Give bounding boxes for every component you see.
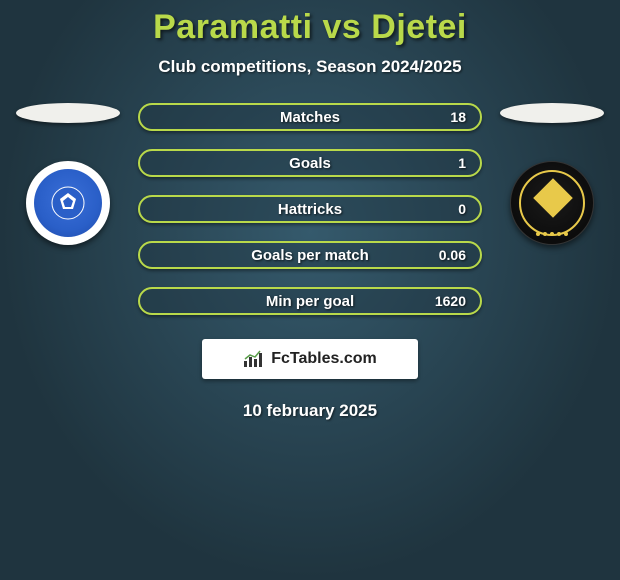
stat-label: Goals per match: [251, 247, 369, 264]
right-ellipse-placeholder: [500, 103, 604, 123]
stat-label: Min per goal: [266, 293, 354, 310]
stat-value: 0.06: [439, 247, 466, 263]
logo-text: FcTables.com: [271, 350, 377, 368]
right-column: [492, 103, 612, 245]
stat-row-min-per-goal: Min per goal 1620: [138, 287, 482, 315]
subtitle: Club competitions, Season 2024/2025: [0, 57, 620, 77]
stat-value: 1: [458, 155, 466, 171]
soccer-ball-icon: [50, 185, 86, 221]
left-column: [8, 103, 128, 245]
stat-label: Matches: [280, 109, 340, 126]
page-title: Paramatti vs Djetei: [0, 8, 620, 47]
team-badge-left: [26, 161, 110, 245]
bar-chart-icon: [243, 350, 265, 368]
date-text: 10 february 2025: [0, 401, 620, 421]
stat-row-hattricks: Hattricks 0: [138, 195, 482, 223]
content-wrapper: Paramatti vs Djetei Club competitions, S…: [0, 0, 620, 421]
fctables-logo[interactable]: FcTables.com: [202, 339, 418, 379]
stat-label: Goals: [289, 155, 331, 172]
stat-row-matches: Matches 18: [138, 103, 482, 131]
stat-label: Hattricks: [278, 201, 342, 218]
stats-column: Matches 18 Goals 1 Hattricks 0 Goals per…: [138, 103, 482, 315]
team-badge-right: [510, 161, 594, 245]
main-row: Matches 18 Goals 1 Hattricks 0 Goals per…: [0, 103, 620, 315]
team-badge-left-inner: [34, 169, 102, 237]
stat-row-goals: Goals 1: [138, 149, 482, 177]
left-ellipse-placeholder: [16, 103, 120, 123]
stat-row-goals-per-match: Goals per match 0.06: [138, 241, 482, 269]
stat-value: 18: [450, 109, 466, 125]
stat-value: 1620: [435, 293, 466, 309]
stat-value: 0: [458, 201, 466, 217]
badge-right-stars: [511, 232, 593, 236]
